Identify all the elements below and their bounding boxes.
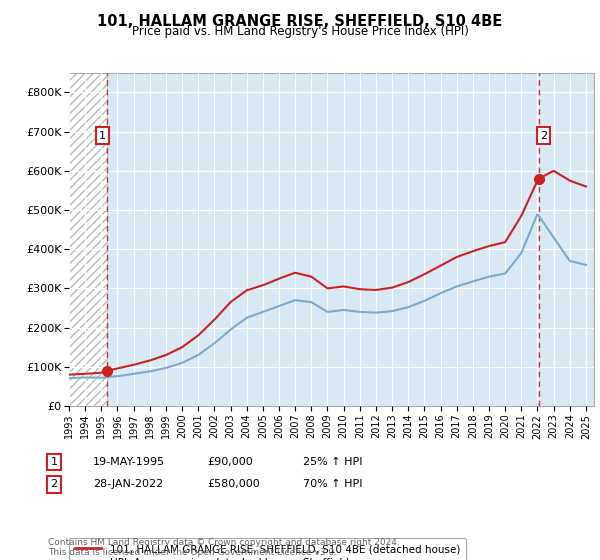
Text: 19-MAY-1995: 19-MAY-1995 — [93, 457, 165, 467]
Text: 28-JAN-2022: 28-JAN-2022 — [93, 479, 163, 489]
Text: £90,000: £90,000 — [207, 457, 253, 467]
Text: Price paid vs. HM Land Registry's House Price Index (HPI): Price paid vs. HM Land Registry's House … — [131, 25, 469, 38]
Text: 25% ↑ HPI: 25% ↑ HPI — [303, 457, 362, 467]
Text: £580,000: £580,000 — [207, 479, 260, 489]
Text: 2: 2 — [50, 479, 58, 489]
Text: Contains HM Land Registry data © Crown copyright and database right 2024.
This d: Contains HM Land Registry data © Crown c… — [48, 538, 400, 557]
Bar — [69, 73, 107, 406]
Text: 101, HALLAM GRANGE RISE, SHEFFIELD, S10 4BE: 101, HALLAM GRANGE RISE, SHEFFIELD, S10 … — [97, 14, 503, 29]
Legend: 101, HALLAM GRANGE RISE, SHEFFIELD, S10 4BE (detached house), HPI: Average price: 101, HALLAM GRANGE RISE, SHEFFIELD, S10 … — [69, 538, 466, 560]
Text: 1: 1 — [50, 457, 58, 467]
Text: 70% ↑ HPI: 70% ↑ HPI — [303, 479, 362, 489]
Text: 2: 2 — [540, 130, 547, 141]
Text: 1: 1 — [99, 130, 106, 141]
